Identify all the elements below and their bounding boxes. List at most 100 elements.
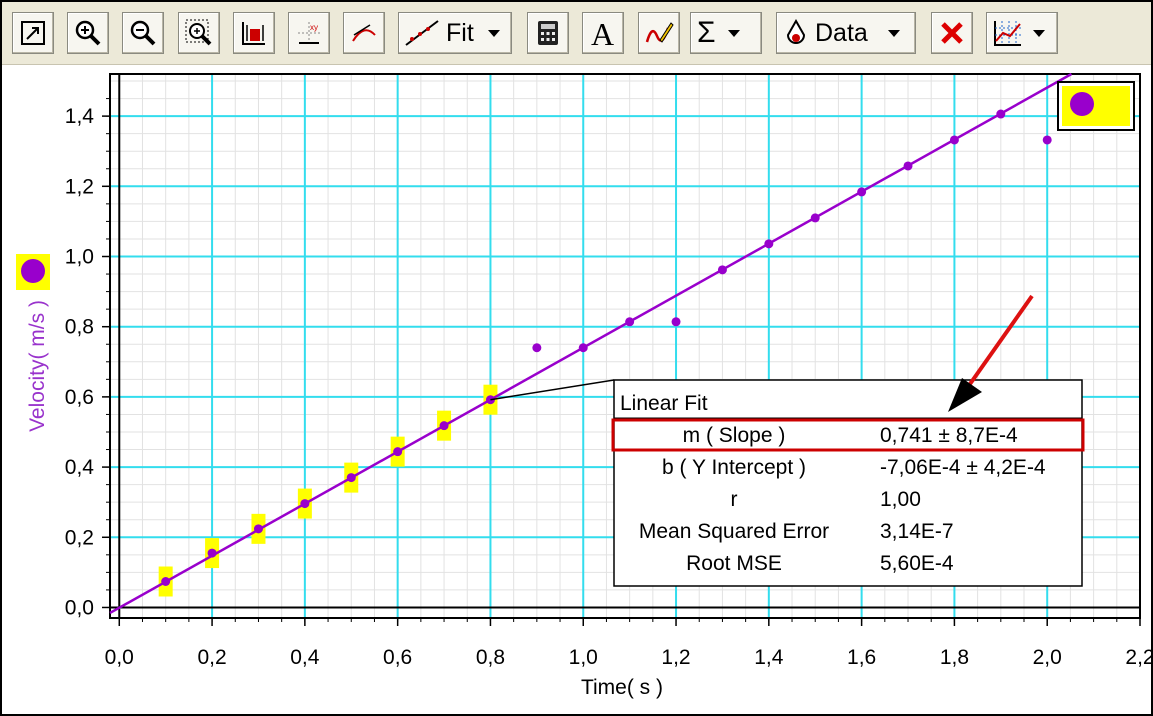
fit-row-label: Mean Squared Error — [639, 520, 829, 543]
x-tick-label: 2,0 — [1033, 646, 1062, 669]
zoom-in-icon — [75, 20, 101, 46]
zoom-in-button[interactable] — [67, 12, 109, 54]
data-point[interactable] — [1042, 135, 1052, 145]
svg-text:xy: xy — [310, 23, 318, 32]
fit-row-value: 1,00 — [880, 488, 921, 511]
x-tick-label: 1,0 — [569, 646, 598, 669]
x-tick-label: 0,8 — [476, 646, 505, 669]
y-tick-label: 1,4 — [65, 105, 95, 128]
draw-prediction-icon — [645, 22, 674, 43]
data-point[interactable] — [578, 343, 588, 353]
linear-fit-icon — [405, 20, 439, 46]
data-point[interactable] — [949, 135, 959, 145]
fit-callout-line — [490, 379, 615, 401]
x-axis-label: Time( s ) — [581, 676, 663, 699]
y-tick-label: 0,4 — [65, 456, 95, 479]
sigma-dropdown-arrow-icon[interactable] — [727, 29, 740, 37]
x-tick-label: 0,4 — [290, 646, 320, 669]
fit-row-value: -7,06E-4 ± 4,2E-4 — [880, 456, 1046, 479]
data-point[interactable] — [253, 524, 263, 534]
data-point[interactable] — [439, 421, 449, 431]
data-point[interactable] — [717, 265, 727, 275]
fit-dropdown-arrow-icon[interactable] — [487, 29, 500, 37]
graph-area[interactable]: 0,0 0,2 0,4 0,6 0,8 1,0 1,2 1,4 1,6 1,8 2,0 2,2 0,0 0… — [0, 66, 1153, 716]
data-point[interactable] — [671, 317, 681, 327]
legend-box[interactable] — [1057, 81, 1135, 131]
zoom-out-button[interactable] — [122, 12, 164, 54]
calculator-button[interactable] — [527, 12, 569, 54]
statistics-button[interactable] — [233, 12, 275, 54]
data-point[interactable] — [810, 213, 820, 223]
zoom-region-button[interactable] — [178, 12, 220, 54]
x-tick-label: 0,6 — [383, 646, 412, 669]
examine-button[interactable]: xy — [288, 12, 330, 54]
linear-fit-box[interactable]: Linear Fit m ( Slope ) 0,741 ± 8,7E-4 b ( Y… — [490, 379, 1085, 587]
sigma-icon: Σ — [697, 16, 716, 49]
zoom-region-icon — [185, 19, 212, 46]
fit-row-label: b ( Y Intercept ) — [662, 456, 806, 479]
fit-label: Fit — [446, 18, 474, 47]
x-tick-label: 1,6 — [847, 646, 876, 669]
data-point[interactable] — [903, 161, 913, 171]
data-point[interactable] — [532, 343, 542, 353]
data-point[interactable] — [857, 187, 867, 197]
y-axis-series-marker — [16, 254, 50, 290]
fit-row-label: m ( Slope ) — [683, 424, 786, 447]
y-tick-label: 0,8 — [65, 316, 94, 339]
axes — [102, 73, 1141, 626]
delete-button[interactable] — [931, 12, 973, 54]
zoom-out-icon — [130, 20, 156, 46]
fit-row-label: r — [731, 488, 738, 511]
fit-title: Linear Fit — [620, 392, 708, 415]
fit-box-frame — [613, 379, 1083, 587]
fit-row-value: 0,741 ± 8,7E-4 — [880, 424, 1018, 447]
x-tick-label: 1,4 — [754, 646, 784, 669]
y-tick-label: 1,2 — [65, 175, 94, 198]
fit-button[interactable]: Fit — [398, 12, 512, 54]
annotation-arrow — [948, 294, 1034, 412]
data-set-icon — [786, 19, 806, 44]
data-label: Data — [815, 18, 868, 47]
delete-icon — [941, 22, 963, 44]
fit-row-value: 5,60E-4 — [880, 552, 954, 575]
data-dropdown-arrow-icon[interactable] — [887, 29, 900, 37]
text-annotation-icon: A — [591, 18, 614, 48]
data-point[interactable] — [207, 548, 217, 558]
y-tick-label: 0,6 — [65, 386, 94, 409]
tick-labels: 0,0 0,2 0,4 0,6 0,8 1,0 1,2 1,4 1,6 1,8 2,0 2,2 0,0 0… — [65, 105, 1153, 669]
statistics-icon — [242, 22, 265, 45]
x-tick-label: 2,2 — [1125, 646, 1153, 669]
plot-frame — [109, 73, 1141, 619]
draw-prediction-button[interactable] — [638, 12, 680, 54]
autoscale-icon — [21, 21, 45, 45]
data-point[interactable] — [393, 447, 403, 457]
y-axis-label: Velocity( m/s ) — [26, 300, 49, 432]
statistics-sum-button[interactable]: Σ — [690, 12, 762, 54]
x-tick-label: 1,2 — [661, 646, 690, 669]
fit-row-label: Root MSE — [686, 552, 782, 575]
data-point[interactable] — [764, 239, 774, 249]
graph-options-icon — [994, 21, 1021, 46]
y-tick-label: 0,2 — [65, 526, 94, 549]
graph-options-dropdown-arrow-icon[interactable] — [1033, 29, 1045, 37]
autoscale-button[interactable] — [12, 12, 54, 54]
tangent-button[interactable] — [343, 12, 385, 54]
data-point[interactable] — [996, 109, 1006, 119]
data-button[interactable]: Data — [776, 12, 916, 54]
x-tick-label: 0,2 — [197, 646, 226, 669]
examine-icon: xy — [298, 22, 320, 44]
data-point[interactable] — [161, 576, 171, 586]
data-point[interactable] — [346, 473, 356, 483]
data-point[interactable] — [625, 317, 635, 327]
data-point[interactable] — [300, 499, 310, 509]
fit-row-value: 3,14E-7 — [880, 520, 954, 543]
graph-options-button[interactable] — [986, 12, 1058, 54]
text-annotation-button[interactable]: A — [582, 12, 624, 54]
y-tick-label: 0,0 — [65, 596, 94, 619]
toolbar: xy Fit A Σ Data — [2, 2, 1151, 65]
calculator-icon — [538, 21, 558, 45]
svg-text:A: A — [591, 18, 614, 48]
tangent-icon — [352, 24, 376, 42]
y-tick-label: 1,0 — [65, 246, 94, 269]
